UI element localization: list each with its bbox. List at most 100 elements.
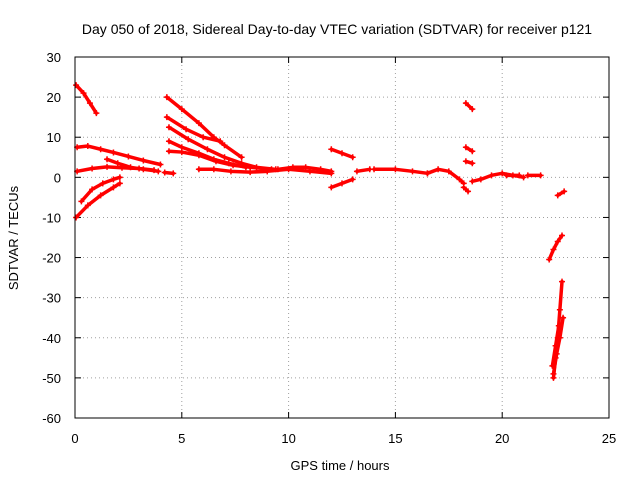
series-trace	[464, 101, 475, 111]
chart-title: Day 050 of 2018, Sidereal Day-to-day VTE…	[82, 21, 592, 37]
data-point-marker	[170, 170, 177, 177]
x-axis-label: GPS time / hours	[291, 458, 390, 473]
data-point-marker	[84, 202, 91, 209]
series-segment	[546, 232, 566, 263]
data-point-marker	[97, 192, 104, 199]
y-tick-label: 10	[47, 130, 61, 145]
data-point-marker	[80, 90, 87, 97]
data-point-marker	[435, 166, 442, 173]
data-point-marker	[84, 143, 91, 150]
data-point-marker	[165, 148, 172, 155]
series-segment	[104, 156, 162, 175]
data-point-marker	[550, 370, 557, 377]
data-point-marker	[238, 154, 245, 161]
data-point-marker	[163, 114, 170, 121]
data-point-marker	[392, 166, 399, 173]
data-point-marker	[195, 120, 202, 127]
data-point-marker	[424, 170, 431, 177]
series-segment	[353, 166, 373, 175]
data-point-marker	[110, 176, 117, 183]
data-point-marker	[349, 176, 356, 183]
series-segment	[371, 166, 431, 177]
series-segment	[328, 146, 356, 161]
data-point-marker	[204, 146, 211, 153]
data-point-marker	[195, 166, 202, 173]
series-trace	[165, 95, 244, 160]
data-point-marker	[185, 136, 192, 143]
data-point-marker	[462, 100, 469, 107]
data-point-marker	[165, 138, 172, 145]
data-point-marker	[183, 126, 190, 133]
data-point-marker	[230, 162, 237, 169]
series-trace	[372, 167, 430, 176]
data-point-marker	[110, 184, 117, 191]
data-point-marker	[328, 168, 335, 175]
data-point-marker	[221, 154, 228, 161]
series-segment	[554, 188, 568, 199]
data-point-marker	[339, 150, 345, 157]
data-point-marker	[462, 158, 469, 165]
data-point-marker	[353, 168, 360, 175]
series-segment	[78, 174, 123, 205]
x-tick-label: 10	[281, 431, 295, 446]
data-point-marker	[165, 124, 172, 131]
data-point-marker	[221, 142, 228, 149]
x-tick-label: 0	[71, 431, 78, 446]
data-point-marker	[99, 180, 106, 187]
data-point-marker	[524, 172, 531, 179]
data-point-marker	[127, 164, 134, 171]
data-point-marker	[227, 168, 234, 175]
data-point-marker	[546, 256, 553, 263]
series-segment	[424, 166, 467, 187]
y-tick-label: 0	[54, 170, 61, 185]
y-tick-label: -10	[42, 210, 61, 225]
series-trace	[75, 144, 163, 167]
y-tick-label: -60	[42, 411, 61, 426]
data-point-marker	[200, 134, 207, 141]
data-point-marker	[140, 157, 147, 164]
data-point-marker	[114, 160, 121, 167]
data-point-marker	[178, 149, 185, 156]
data-point-marker	[555, 322, 562, 329]
data-point-marker	[264, 168, 271, 175]
series-segment	[524, 172, 544, 179]
data-point-marker	[157, 161, 164, 168]
data-point-marker	[161, 169, 168, 176]
series-segment	[462, 158, 476, 167]
data-point-marker	[445, 168, 452, 175]
series-segment	[73, 180, 123, 221]
data-point-marker	[462, 144, 469, 151]
data-point-marker	[339, 180, 345, 187]
data-point-marker	[499, 170, 506, 177]
data-point-marker	[469, 106, 476, 113]
data-point-marker	[460, 184, 467, 191]
data-point-marker	[93, 110, 100, 117]
data-point-marker	[289, 164, 296, 171]
x-tick-label: 5	[178, 431, 185, 446]
series-segment	[549, 322, 562, 369]
plot-frame	[74, 56, 610, 419]
data-point-marker	[140, 166, 147, 173]
data-point-marker	[73, 82, 80, 89]
data-point-marker	[328, 184, 335, 191]
y-tick-label: -50	[42, 371, 61, 386]
data-point-marker	[520, 174, 527, 181]
series-trace	[165, 115, 222, 143]
data-point-marker	[561, 188, 568, 195]
data-point-marker	[328, 146, 335, 153]
data-point-marker	[116, 180, 123, 187]
data-point-marker	[125, 153, 132, 160]
data-point-marker	[97, 146, 104, 153]
data-point-marker	[212, 158, 219, 165]
y-tick-label: -40	[42, 331, 61, 346]
series-segment	[274, 164, 335, 175]
x-tick-label: 25	[602, 431, 616, 446]
series-trace	[74, 83, 99, 115]
data-point-marker	[550, 246, 557, 253]
series-trace	[547, 233, 564, 262]
data-point-marker	[217, 138, 224, 145]
data-point-marker	[556, 306, 563, 313]
data-point-marker	[371, 166, 378, 173]
data-point-marker	[178, 106, 185, 113]
